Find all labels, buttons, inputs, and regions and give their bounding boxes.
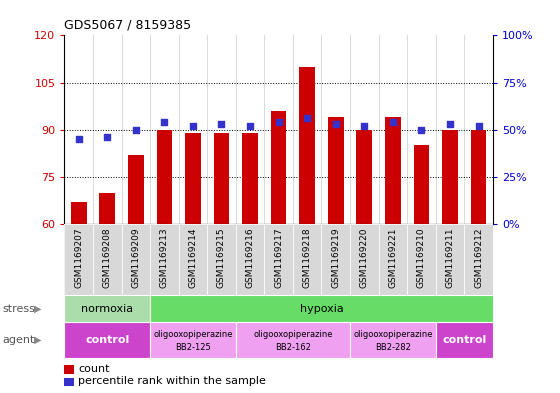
Point [388, 119, 397, 125]
Text: GSM1169214: GSM1169214 [188, 228, 198, 288]
Bar [464, 224, 493, 295]
Bar [350, 322, 436, 358]
Text: GSM1169217: GSM1169217 [274, 228, 283, 288]
Bar [436, 322, 493, 358]
Bar [242, 133, 258, 224]
Bar [407, 224, 436, 295]
Bar [264, 224, 293, 295]
Text: GSM1169208: GSM1169208 [102, 228, 112, 288]
Bar [328, 117, 344, 224]
Point [474, 123, 483, 129]
Bar [379, 224, 407, 295]
Bar [321, 224, 350, 295]
Text: ▶: ▶ [34, 335, 42, 345]
Bar [128, 155, 144, 224]
Point [131, 127, 140, 133]
Bar [93, 224, 122, 295]
Text: control: control [442, 335, 487, 345]
Bar [122, 224, 150, 295]
Bar [299, 67, 315, 224]
Text: GSM1169212: GSM1169212 [474, 228, 483, 288]
Text: control: control [85, 335, 129, 345]
Point [74, 136, 83, 142]
Bar [179, 224, 207, 295]
Text: percentile rank within the sample: percentile rank within the sample [78, 376, 266, 386]
Bar [470, 130, 487, 224]
Bar [413, 145, 430, 224]
Bar [207, 224, 236, 295]
Bar [150, 295, 493, 322]
Text: BB2-125: BB2-125 [175, 343, 211, 352]
Bar [236, 224, 264, 295]
Bar [442, 130, 458, 224]
Bar [64, 224, 93, 295]
Point [160, 119, 169, 125]
Bar [64, 322, 150, 358]
Bar [213, 133, 230, 224]
Bar [185, 133, 201, 224]
Text: normoxia: normoxia [81, 303, 133, 314]
Text: GSM1169219: GSM1169219 [331, 228, 340, 288]
Bar [293, 224, 321, 295]
Text: GSM1169218: GSM1169218 [302, 228, 312, 288]
Point [331, 121, 340, 127]
Bar [385, 117, 401, 224]
Bar [236, 322, 350, 358]
Point [302, 115, 311, 121]
Text: BB2-282: BB2-282 [375, 343, 411, 352]
Point [417, 127, 426, 133]
Bar [350, 224, 379, 295]
Bar [436, 224, 464, 295]
Text: stress: stress [3, 303, 36, 314]
Point [274, 119, 283, 125]
Point [103, 134, 112, 140]
Text: oligooxopiperazine: oligooxopiperazine [253, 330, 333, 339]
Bar [156, 130, 172, 224]
Bar [64, 295, 150, 322]
Bar [270, 111, 287, 224]
Text: oligooxopiperazine: oligooxopiperazine [353, 330, 432, 339]
Bar [356, 130, 372, 224]
Text: GDS5067 / 8159385: GDS5067 / 8159385 [64, 18, 192, 31]
Point [245, 123, 254, 129]
Text: GSM1169210: GSM1169210 [417, 228, 426, 288]
Text: BB2-162: BB2-162 [275, 343, 311, 352]
Text: agent: agent [3, 335, 35, 345]
Text: oligooxopiperazine: oligooxopiperazine [153, 330, 232, 339]
Point [217, 121, 226, 127]
Point [446, 121, 455, 127]
Point [188, 123, 198, 129]
Text: GSM1169221: GSM1169221 [388, 228, 398, 288]
Text: GSM1169207: GSM1169207 [74, 228, 83, 288]
Text: hypoxia: hypoxia [300, 303, 343, 314]
Text: GSM1169215: GSM1169215 [217, 228, 226, 288]
Point [360, 123, 368, 129]
Text: GSM1169220: GSM1169220 [360, 228, 369, 288]
Text: count: count [78, 364, 110, 374]
Text: GSM1169209: GSM1169209 [131, 228, 141, 288]
Text: GSM1169211: GSM1169211 [445, 228, 455, 288]
Bar [150, 224, 179, 295]
Bar [71, 202, 87, 224]
Text: GSM1169213: GSM1169213 [160, 228, 169, 288]
Bar [150, 322, 236, 358]
Text: ▶: ▶ [34, 303, 42, 314]
Text: GSM1169216: GSM1169216 [245, 228, 255, 288]
Bar [99, 193, 115, 224]
